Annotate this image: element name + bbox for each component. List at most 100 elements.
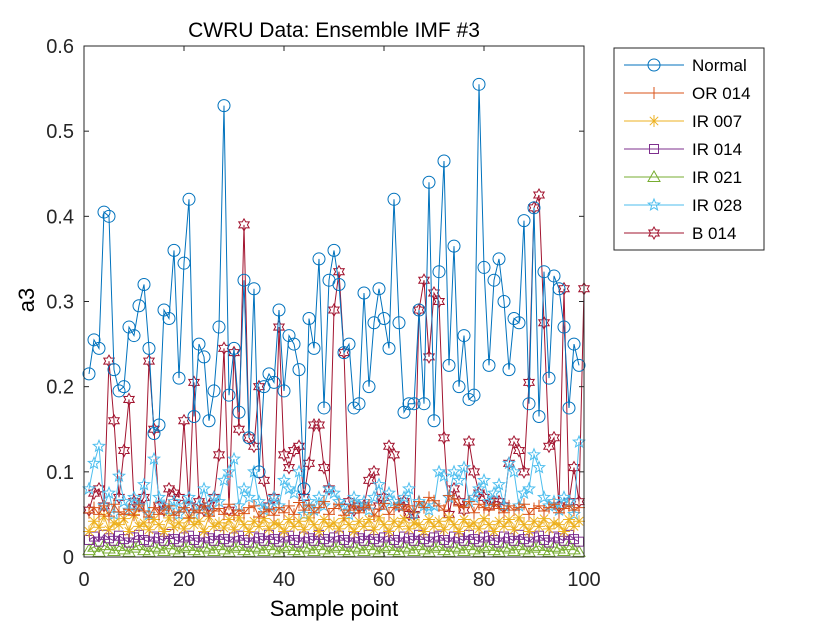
data-point — [277, 384, 291, 398]
data-point — [297, 490, 311, 505]
x-tick-label: 0 — [78, 569, 89, 591]
data-point — [401, 481, 417, 495]
data-point — [422, 544, 436, 557]
data-point — [243, 525, 255, 538]
data-point — [192, 337, 206, 351]
data-point — [147, 422, 161, 437]
data-point — [538, 505, 550, 518]
data-point — [258, 505, 270, 518]
data-point — [417, 397, 431, 411]
data-point — [388, 515, 400, 528]
data-point — [558, 525, 570, 538]
data-point — [378, 497, 390, 510]
data-point — [277, 447, 291, 462]
data-point — [258, 512, 270, 525]
data-point — [543, 522, 555, 535]
plot-area: 0 20 40 60 80 100 0 0.1 0.2 0.3 0.4 0.5 0.6 — [46, 36, 601, 591]
data-point — [312, 417, 326, 433]
data-point — [188, 504, 200, 517]
data-point — [418, 501, 430, 514]
x-tick-label: 100 — [567, 569, 600, 591]
data-point — [133, 520, 145, 533]
data-point — [241, 490, 257, 504]
data-point — [222, 544, 236, 557]
data-point — [278, 525, 290, 538]
data-point — [272, 544, 286, 557]
data-point — [413, 518, 425, 531]
data-point — [413, 495, 425, 508]
data-point — [562, 401, 576, 415]
data-point — [253, 510, 265, 523]
data-point — [196, 481, 212, 495]
data-point — [327, 302, 341, 318]
data-point — [223, 498, 235, 511]
data-point — [282, 538, 296, 551]
data-point — [512, 443, 526, 458]
data-point — [292, 363, 306, 377]
data-point — [101, 485, 117, 500]
data-point — [357, 544, 371, 557]
data-point — [468, 516, 480, 529]
data-point — [252, 465, 266, 479]
data-point — [82, 367, 96, 381]
data-point — [393, 498, 405, 511]
data-point — [513, 501, 525, 514]
data-point — [117, 443, 131, 458]
data-point — [237, 273, 251, 287]
data-point — [558, 502, 570, 515]
data-point — [522, 544, 536, 557]
data-point — [348, 525, 360, 538]
data-point — [518, 498, 530, 511]
data-point — [218, 508, 230, 521]
data-point — [167, 243, 181, 257]
data-point — [151, 490, 167, 504]
data-point — [132, 299, 146, 313]
data-point — [222, 388, 236, 402]
data-point — [442, 358, 456, 372]
legend-entry: B 014 — [624, 224, 736, 243]
data-point — [102, 209, 116, 223]
data-point — [128, 509, 140, 522]
data-point — [248, 499, 260, 512]
data-point — [228, 523, 240, 536]
data-point — [436, 468, 452, 483]
data-point — [93, 508, 105, 521]
data-point — [123, 503, 135, 516]
data-point — [158, 525, 170, 538]
data-point — [238, 507, 250, 520]
data-point — [142, 354, 156, 369]
data-point — [421, 502, 437, 517]
data-point — [203, 510, 215, 523]
data-point — [232, 405, 246, 419]
data-point — [312, 538, 326, 551]
data-point — [523, 508, 535, 521]
data-point — [503, 513, 515, 526]
legend-label: IR 028 — [692, 196, 742, 215]
data-point — [473, 522, 485, 535]
data-point — [432, 538, 446, 551]
data-point — [303, 499, 315, 512]
data-point — [377, 312, 391, 326]
data-point — [207, 384, 221, 398]
y-tick-label: 0.5 — [46, 121, 74, 143]
data-point — [163, 499, 175, 512]
data-point — [371, 477, 387, 491]
data-point — [313, 501, 325, 514]
data-point — [172, 490, 186, 505]
data-point — [432, 294, 446, 309]
data-point — [323, 508, 335, 521]
y-tick-label: 0.6 — [46, 36, 74, 58]
data-point — [342, 337, 356, 351]
data-point — [327, 540, 341, 553]
data-point — [133, 499, 145, 512]
data-point — [483, 504, 495, 517]
data-point — [428, 494, 440, 507]
data-point — [471, 481, 487, 495]
data-point — [216, 472, 232, 487]
data-point — [463, 495, 475, 508]
data-point — [457, 544, 471, 557]
data-point — [283, 513, 295, 526]
data-point — [316, 498, 332, 512]
data-point — [412, 538, 426, 551]
data-point — [177, 413, 191, 428]
